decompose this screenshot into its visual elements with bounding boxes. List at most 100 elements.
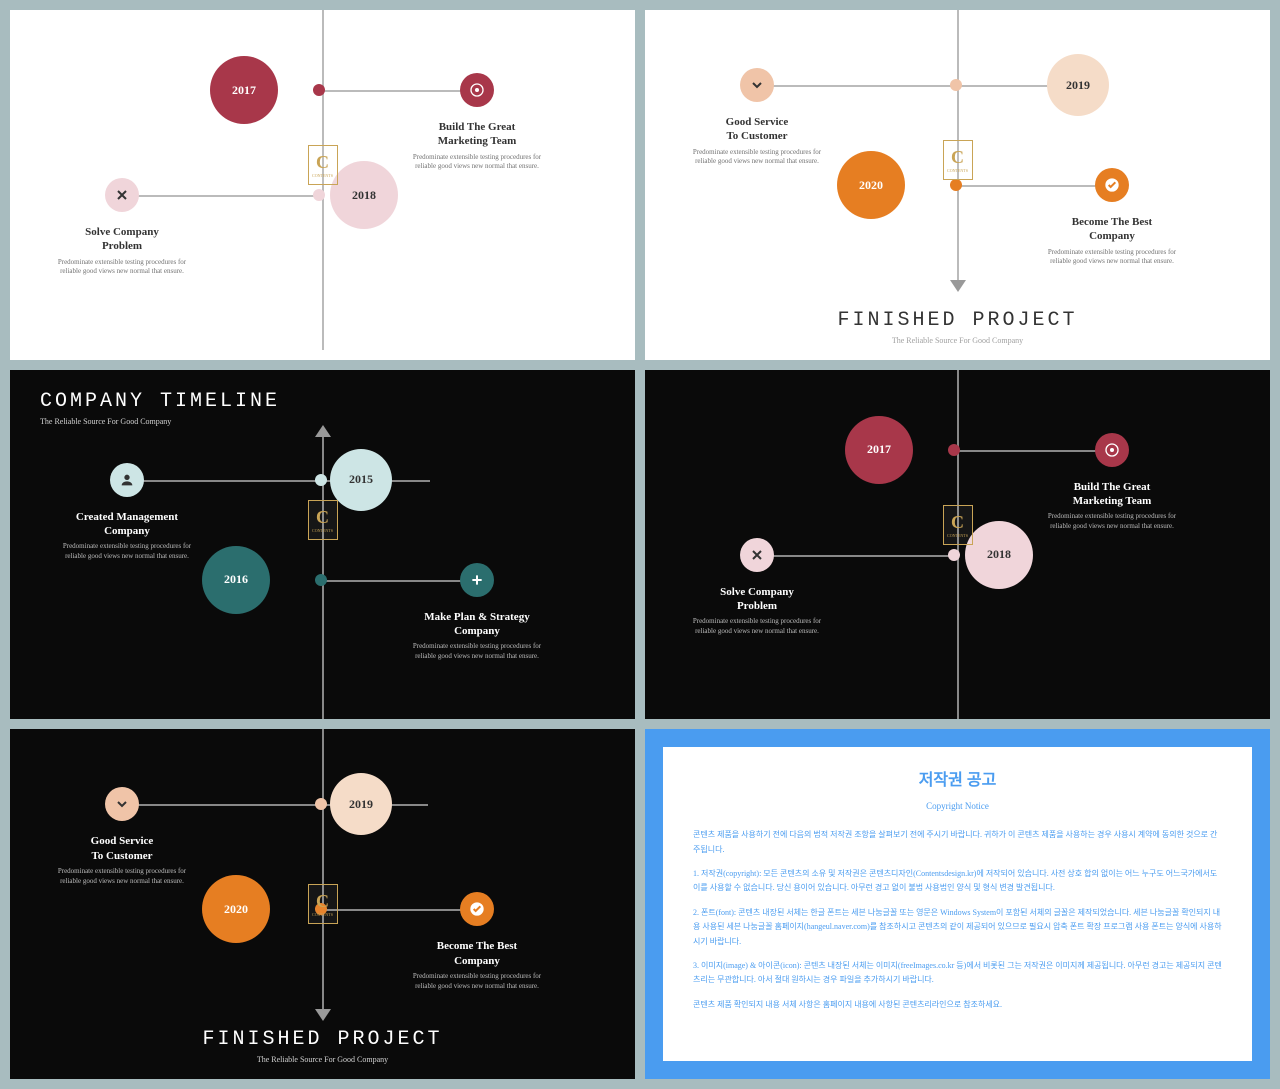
header-title: COMPANY TIMELINE	[40, 390, 280, 413]
year-label: 2019	[349, 797, 373, 812]
logo-letter: C	[316, 507, 329, 528]
connector	[120, 195, 320, 197]
slide-footer: FINISHED PROJECT The Reliable Source For…	[837, 309, 1077, 345]
node-desc: Predominate extensible testing procedure…	[402, 153, 552, 173]
copyright-subtitle: Copyright Notice	[693, 798, 1222, 814]
connector	[753, 85, 1063, 87]
year-label: 2015	[349, 472, 373, 487]
chevron-down-icon	[105, 787, 139, 821]
node-text: Good ServiceTo Customer Predominate exte…	[47, 834, 197, 886]
target-icon	[460, 73, 494, 107]
logo-watermark: CCONTENTS	[308, 884, 338, 924]
chevron-down-icon	[740, 68, 774, 102]
connector	[955, 185, 1115, 187]
copyright-para: 2. 폰트(font): 콘텐츠 내장된 서체는 한글 폰트는 세븐 나눔글꼴 …	[693, 906, 1222, 949]
close-icon	[105, 178, 139, 212]
footer-title: FINISHED PROJECT	[837, 309, 1077, 332]
logo-watermark: CCONTENTS	[308, 500, 338, 540]
timeline-dot	[315, 474, 327, 486]
logo-watermark: CCONTENTS	[943, 505, 973, 545]
node-desc: Predominate extensible testing procedure…	[682, 617, 832, 637]
logo-text: CONTENTS	[947, 533, 968, 538]
node-desc: Predominate extensible testing procedure…	[47, 867, 197, 887]
year-2017-circle: 2017	[845, 416, 913, 484]
logo-letter: C	[951, 147, 964, 168]
logo-text: CONTENTS	[312, 173, 333, 178]
node-title: Become The BestCompany	[1037, 215, 1187, 244]
timeline-dot	[950, 79, 962, 91]
timeline-dot	[948, 549, 960, 561]
connector	[755, 555, 955, 557]
year-2019-circle: 2019	[330, 773, 392, 835]
logo-letter: C	[316, 891, 329, 912]
node-text: Build The GreatMarketing Team Predominat…	[402, 120, 552, 172]
copyright-para: 콘텐츠 제품을 사용하기 전에 다음의 법적 저작권 조항을 살펴보기 전에 주…	[693, 828, 1222, 857]
copyright-para: 1. 저작권(copyright): 모든 콘텐츠의 소유 및 저작권은 콘텐츠…	[693, 867, 1222, 896]
timeline-dot	[313, 84, 325, 96]
node-desc: Predominate extensible testing procedure…	[52, 542, 202, 562]
timeline-dot	[950, 179, 962, 191]
node-desc: Predominate extensible testing procedure…	[682, 148, 832, 168]
logo-text: CONTENTS	[312, 528, 333, 533]
node-title: Build The GreatMarketing Team	[402, 120, 552, 149]
slide-5: 2019 Good ServiceTo Customer Predominate…	[10, 729, 635, 1079]
target-icon	[1095, 433, 1129, 467]
logo-watermark: CCONTENTS	[943, 140, 973, 180]
slide-4: 2017 Build The GreatMarketing Team Predo…	[645, 370, 1270, 720]
footer-subtitle: The Reliable Source For Good Company	[837, 336, 1077, 345]
connector	[320, 909, 480, 911]
year-label: 2019	[1066, 78, 1090, 93]
connector	[323, 90, 483, 92]
year-label: 2020	[859, 178, 883, 193]
node-title: Good ServiceTo Customer	[47, 834, 197, 863]
node-title: Solve CompanyProblem	[47, 225, 197, 254]
footer-title: FINISHED PROJECT	[202, 1028, 442, 1051]
node-title: Become The BestCompany	[402, 939, 552, 968]
copyright-para: 3. 이미지(image) & 아이콘(icon): 콘텐츠 내장된 서체는 이…	[693, 959, 1222, 988]
node-text: Good ServiceTo Customer Predominate exte…	[682, 115, 832, 167]
logo-watermark: CCONTENTS	[308, 145, 338, 185]
node-desc: Predominate extensible testing procedure…	[47, 258, 197, 278]
node-title: Make Plan & StrategyCompany	[402, 610, 552, 639]
close-icon	[740, 538, 774, 572]
year-2020-circle: 2020	[837, 151, 905, 219]
timeline-dot	[313, 189, 325, 201]
copyright-para: 콘텐츠 제품 확인되지 내용 서체 사항은 홈페이지 내용에 사항된 콘텐츠리라…	[693, 998, 1222, 1012]
copyright-content: 저작권 공고 Copyright Notice 콘텐츠 제품을 사용하기 전에 …	[663, 747, 1252, 1042]
timeline-dot	[948, 444, 960, 456]
node-text: Become The BestCompany Predominate exten…	[402, 939, 552, 991]
year-2020-circle: 2020	[202, 875, 270, 943]
slide-2: 2019 Good ServiceTo Customer Predominate…	[645, 10, 1270, 360]
node-text: Build The GreatMarketing Team Predominat…	[1037, 480, 1187, 532]
copyright-title: 저작권 공고	[693, 767, 1222, 796]
logo-letter: C	[316, 152, 329, 173]
year-2017-circle: 2017	[210, 56, 278, 124]
header-subtitle: The Reliable Source For Good Company	[40, 417, 280, 426]
year-label: 2017	[867, 442, 891, 457]
slide-footer: FINISHED PROJECT The Reliable Source For…	[202, 1028, 442, 1064]
connector	[958, 450, 1118, 452]
timeline-arrow	[315, 425, 331, 437]
year-label: 2018	[352, 188, 376, 203]
check-icon	[1095, 168, 1129, 202]
node-title: Good ServiceTo Customer	[682, 115, 832, 144]
slide-6-copyright: 저작권 공고 Copyright Notice 콘텐츠 제품을 사용하기 전에 …	[645, 729, 1270, 1079]
footer-subtitle: The Reliable Source For Good Company	[202, 1055, 442, 1064]
year-2016-circle: 2016	[202, 546, 270, 614]
year-label: 2017	[232, 83, 256, 98]
year-2018-circle: 2018	[330, 161, 398, 229]
plus-icon	[460, 563, 494, 597]
node-desc: Predominate extensible testing procedure…	[1037, 512, 1187, 532]
logo-letter: C	[951, 512, 964, 533]
node-text: Become The BestCompany Predominate exten…	[1037, 215, 1187, 267]
year-2019-circle: 2019	[1047, 54, 1109, 116]
year-2018-circle: 2018	[965, 521, 1033, 589]
node-text: Created ManagementCompany Predominate ex…	[52, 510, 202, 562]
timeline-vline	[322, 729, 324, 1009]
node-desc: Predominate extensible testing procedure…	[402, 642, 552, 662]
node-text: Make Plan & StrategyCompany Predominate …	[402, 610, 552, 662]
year-2015-circle: 2015	[330, 449, 392, 511]
logo-text: CONTENTS	[312, 912, 333, 917]
timeline-dot	[315, 798, 327, 810]
node-title: Created ManagementCompany	[52, 510, 202, 539]
